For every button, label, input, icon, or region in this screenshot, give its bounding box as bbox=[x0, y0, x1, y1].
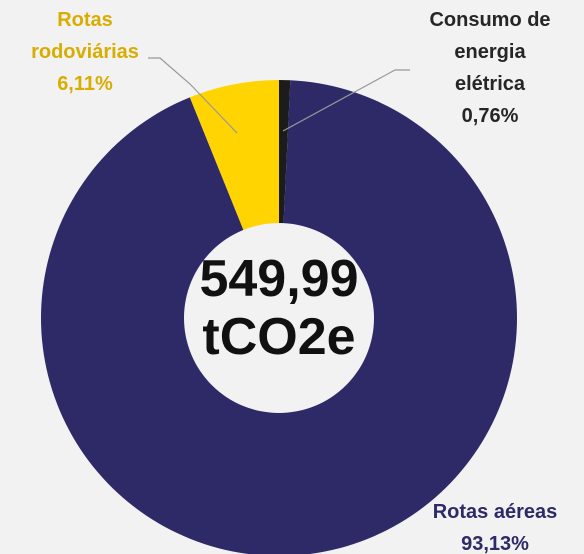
slice bbox=[41, 80, 517, 554]
slice-label: Rotas aéreas 93,13% bbox=[405, 496, 584, 554]
value-label: 93,13% bbox=[461, 533, 529, 554]
category-label: Rotas rodoviárias bbox=[31, 9, 139, 63]
value-label: 6,11% bbox=[57, 73, 113, 95]
category-label: Consumo de energia elétrica bbox=[429, 9, 551, 95]
center-label: 549,99 tCO2e bbox=[199, 250, 359, 366]
slice-label: Rotas rodoviárias 6,11% bbox=[15, 4, 155, 100]
category-label: Rotas aéreas bbox=[432, 501, 558, 523]
value-label: 0,76% bbox=[461, 105, 519, 127]
leader-line bbox=[282, 69, 410, 132]
leader-line bbox=[148, 57, 238, 134]
slice-label: Consumo de energia elétrica 0,76% bbox=[420, 4, 560, 132]
donut-hole bbox=[184, 223, 374, 413]
